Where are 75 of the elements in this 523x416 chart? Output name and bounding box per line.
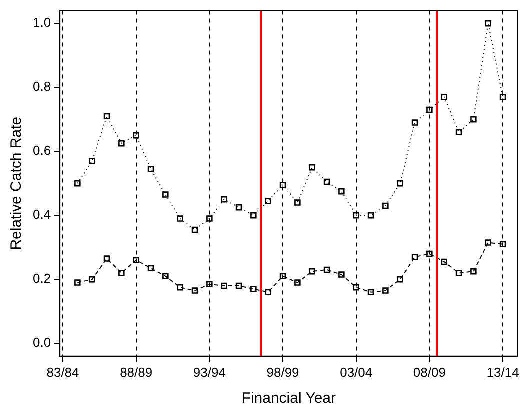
point bbox=[118, 140, 125, 147]
point bbox=[470, 268, 477, 275]
point bbox=[324, 266, 330, 274]
point bbox=[133, 132, 140, 139]
y-tick-label: 0.4 bbox=[32, 207, 52, 222]
point bbox=[250, 212, 257, 219]
point bbox=[162, 192, 169, 198]
point bbox=[294, 200, 301, 206]
point bbox=[206, 281, 213, 288]
point bbox=[89, 276, 96, 283]
y-tick-label: 0.6 bbox=[32, 143, 52, 158]
point bbox=[353, 284, 360, 291]
point bbox=[382, 202, 389, 210]
point bbox=[133, 257, 140, 264]
x-axis-title: Financial Year bbox=[242, 390, 336, 408]
point bbox=[206, 216, 213, 222]
point bbox=[456, 129, 462, 136]
point bbox=[148, 166, 154, 172]
x-tick-label: 83/84 bbox=[46, 364, 80, 380]
point bbox=[500, 94, 506, 100]
point bbox=[104, 256, 110, 262]
point bbox=[324, 178, 330, 186]
point bbox=[89, 158, 96, 164]
x-tick-label: 93/94 bbox=[193, 364, 226, 380]
point bbox=[500, 241, 506, 248]
point bbox=[397, 180, 404, 187]
point bbox=[236, 204, 242, 211]
x-tick-label: 03/04 bbox=[340, 364, 373, 380]
point bbox=[485, 240, 492, 246]
x-tick-label: 13/14 bbox=[486, 364, 520, 380]
x-tick-label: 98/99 bbox=[266, 364, 300, 380]
point bbox=[412, 254, 418, 260]
point bbox=[74, 280, 81, 286]
y-tick-label: 0.8 bbox=[32, 79, 52, 94]
point bbox=[485, 20, 492, 27]
y-tick-label: 0.0 bbox=[32, 335, 52, 350]
point bbox=[456, 270, 462, 276]
point bbox=[177, 284, 184, 291]
point bbox=[294, 280, 301, 286]
y-tick-label: 0.2 bbox=[32, 271, 52, 286]
x-tick-label: 88/89 bbox=[120, 364, 153, 380]
point bbox=[441, 94, 448, 100]
point bbox=[426, 250, 433, 258]
point bbox=[309, 268, 316, 275]
point bbox=[162, 273, 169, 280]
point bbox=[412, 120, 418, 126]
point bbox=[382, 288, 389, 294]
point bbox=[236, 282, 242, 290]
point bbox=[221, 196, 228, 203]
point bbox=[265, 289, 272, 296]
y-tick-label: 1.0 bbox=[32, 15, 52, 30]
point bbox=[353, 212, 360, 219]
point bbox=[280, 273, 286, 280]
point bbox=[265, 198, 272, 204]
point bbox=[74, 180, 81, 187]
point bbox=[118, 270, 125, 276]
point bbox=[368, 289, 374, 296]
point bbox=[338, 272, 345, 278]
y-axis-title: Relative Catch Rate bbox=[8, 116, 26, 250]
point bbox=[280, 182, 286, 188]
point bbox=[104, 113, 110, 120]
point bbox=[177, 216, 184, 222]
point bbox=[192, 288, 198, 294]
point bbox=[221, 282, 228, 290]
x-tick-label: 08/09 bbox=[413, 364, 446, 380]
point bbox=[250, 286, 257, 292]
point bbox=[338, 188, 345, 195]
point bbox=[426, 106, 433, 114]
point bbox=[397, 276, 404, 283]
point bbox=[441, 258, 448, 266]
point bbox=[309, 164, 316, 171]
point bbox=[368, 212, 374, 219]
point bbox=[470, 116, 477, 123]
point bbox=[148, 265, 154, 272]
point bbox=[192, 226, 198, 234]
